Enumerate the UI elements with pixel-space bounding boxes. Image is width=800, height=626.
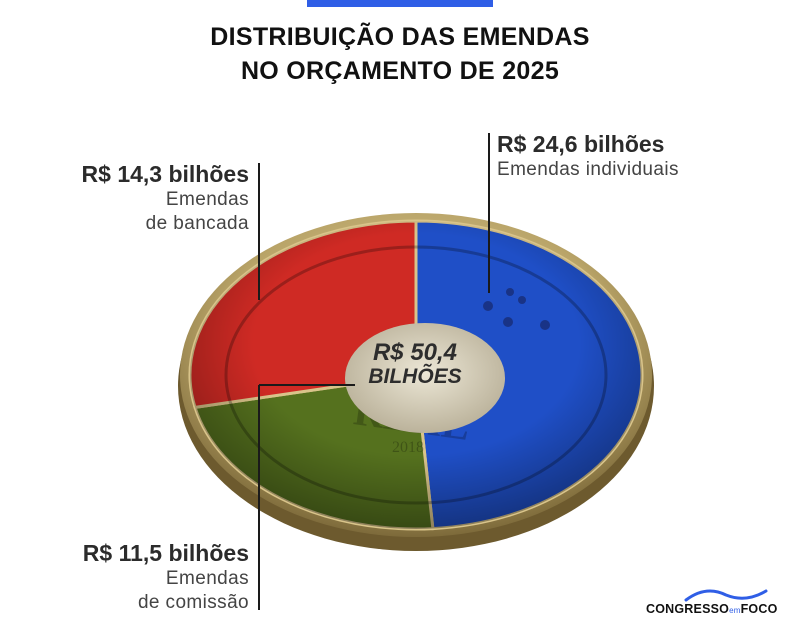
chart-title: DISTRIBUIÇÃO DAS EMENDAS NO ORÇAMENTO DE… xyxy=(0,20,800,88)
logo-text: CONGRESSOemFOCO xyxy=(646,602,778,616)
bancada-amount: R$ 14,3 bilhões xyxy=(81,161,249,187)
bancada-desc-2: de bancada xyxy=(145,213,249,234)
total-amount: R$ 50,4 xyxy=(372,339,458,366)
title-line-1: DISTRIBUIÇÃO DAS EMENDAS xyxy=(210,23,590,51)
comissao-desc-1: Emendas xyxy=(165,568,249,589)
label-individuais: R$ 24,6 bilhões Emendas individuais xyxy=(497,130,679,182)
coin-inner-ring xyxy=(224,245,608,505)
comissao-amount: R$ 11,5 bilhões xyxy=(82,540,249,566)
top-accent-bar xyxy=(307,0,493,7)
label-comissao: R$ 11,5 bilhões Emendas de comissão xyxy=(20,539,249,615)
total-label: R$ 50,4 BILHÕES xyxy=(345,340,485,388)
logo-wave-icon xyxy=(684,589,768,602)
center-disc xyxy=(345,323,505,433)
total-unit: BILHÕES xyxy=(368,365,462,388)
coin-engraving-year: 2018 xyxy=(392,439,424,456)
logo-part-3: FOCO xyxy=(740,602,778,616)
coin-stars xyxy=(483,288,550,330)
individuais-amount: R$ 24,6 bilhões xyxy=(497,131,665,157)
label-bancada: R$ 14,3 bilhões Emendas de bancada xyxy=(20,160,249,236)
comissao-desc-2: de comissão xyxy=(137,592,249,613)
logo-part-1: CONGRESSO xyxy=(646,602,730,616)
congresso-em-foco-logo: CONGRESSOemFOCO xyxy=(646,585,794,621)
individuais-desc: Emendas individuais xyxy=(497,159,679,180)
bancada-desc-1: Emendas xyxy=(165,189,249,210)
logo-part-2: em xyxy=(729,606,741,615)
title-line-2: NO ORÇAMENTO DE 2025 xyxy=(240,57,560,85)
